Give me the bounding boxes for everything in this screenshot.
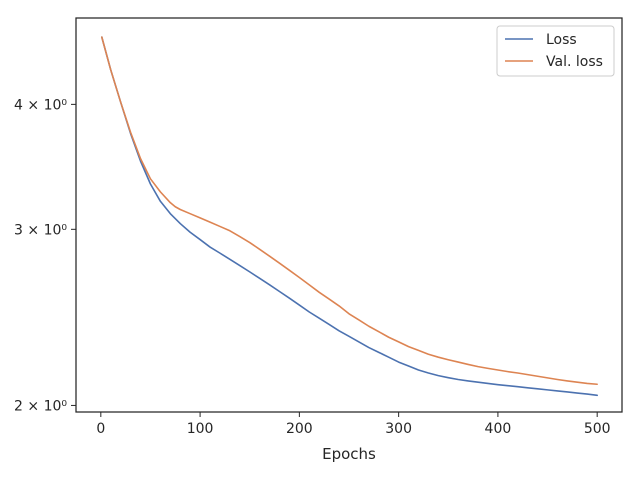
y-axis: 2 × 10⁰ 3 × 10⁰ 4 × 10⁰ — [14, 97, 76, 414]
series-line-loss — [101, 36, 598, 397]
x-tick-label: 300 — [385, 421, 412, 437]
y-tick-label: 3 × 10⁰ — [14, 222, 67, 238]
x-tick-label: 200 — [286, 421, 313, 437]
plot-frame — [75, 17, 623, 413]
legend-label: Val. loss — [546, 54, 603, 70]
x-axis-label: Epochs — [322, 445, 376, 463]
series-line-val-loss — [101, 36, 598, 386]
y-tick-label: 4 × 10⁰ — [14, 97, 67, 113]
x-axis: 0 100 200 300 400 500 — [96, 412, 611, 437]
legend: Loss Val. loss — [496, 25, 615, 77]
x-tick-label: 0 — [96, 421, 105, 437]
plot-area — [76, 18, 622, 412]
x-tick-label: 500 — [584, 421, 611, 437]
y-tick-label: 2 × 10⁰ — [14, 398, 67, 414]
legend-label: Loss — [546, 32, 577, 48]
x-tick-label: 100 — [187, 421, 214, 437]
series-layer — [101, 36, 598, 397]
x-tick-label: 400 — [485, 421, 512, 437]
